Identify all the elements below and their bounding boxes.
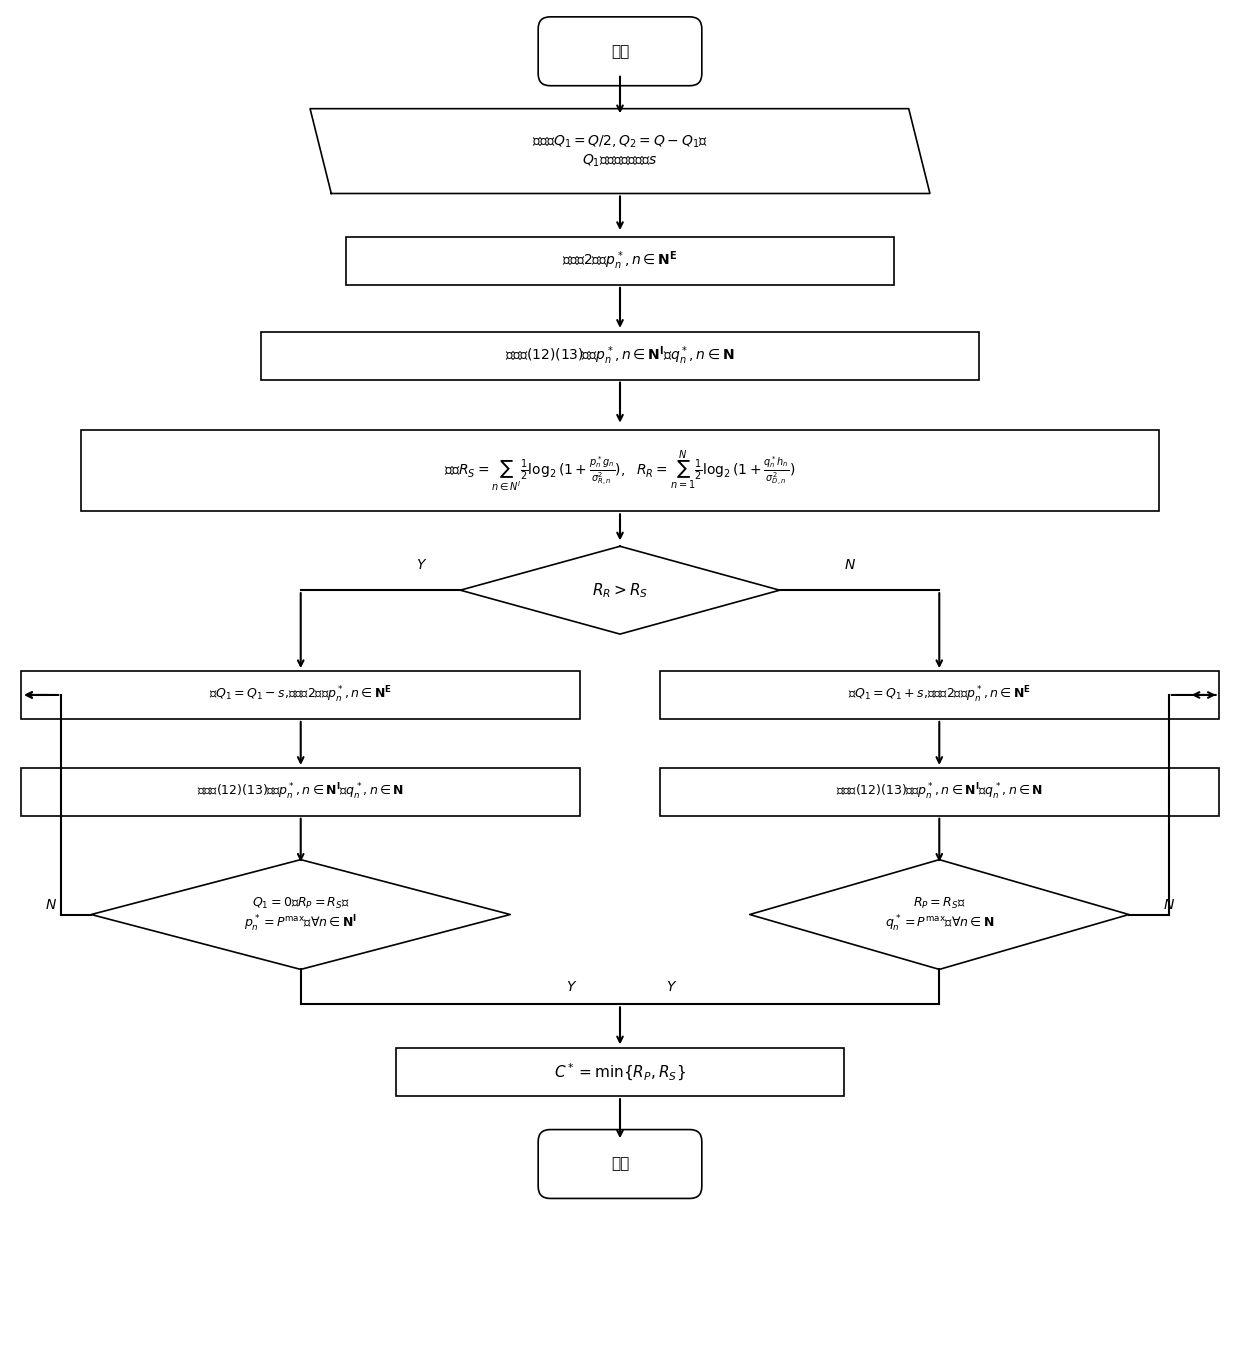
Text: $Q_1=0$或$R_P=R_S$或
$p_n^*=P^{\max}$对$\forall n\in\mathbf{N}^\mathbf{I}$: $Q_1=0$或$R_P=R_S$或 $p_n^*=P^{\max}$对$\fo… <box>244 895 357 933</box>
Text: 结束: 结束 <box>611 1156 629 1171</box>
Polygon shape <box>310 109 930 193</box>
Polygon shape <box>92 860 510 970</box>
Text: $R_R>R_S$: $R_R>R_S$ <box>591 581 649 600</box>
Polygon shape <box>750 860 1128 970</box>
Text: 由公式(12)(13)计算$p_n^*,n\in\mathbf{N}^\mathbf{I}$和$q_n^*,n\in\mathbf{N}$: 由公式(12)(13)计算$p_n^*,n\in\mathbf{N}^\math… <box>505 344 735 367</box>
Text: 由公式(12)(13)计算$p_n^*,n\in\mathbf{N}^\mathbf{I}$和$q_n^*,n\in\mathbf{N}$: 由公式(12)(13)计算$p_n^*,n\in\mathbf{N}^\math… <box>836 782 1043 802</box>
Bar <box>81 430 1159 511</box>
Bar <box>660 768 1219 816</box>
Text: Y: Y <box>565 981 574 994</box>
Text: Y: Y <box>417 558 424 573</box>
Bar <box>21 768 580 816</box>
Text: N: N <box>46 898 57 911</box>
Bar <box>660 670 1219 719</box>
Bar <box>21 670 580 719</box>
Bar <box>346 237 894 284</box>
Text: 令$Q_1=Q_1+s$,由准则2计算$p_n^*,n\in\mathbf{N}^\mathbf{E}$: 令$Q_1=Q_1+s$,由准则2计算$p_n^*,n\in\mathbf{N}… <box>848 685 1030 704</box>
Text: 令$Q_1=Q_1-s$,由准则2计算$p_n^*,n\in\mathbf{N}^\mathbf{E}$: 令$Q_1=Q_1-s$,由准则2计算$p_n^*,n\in\mathbf{N}… <box>210 685 392 704</box>
Text: 由准则2计算$p_n^*,n\in\mathbf{N}^\mathbf{E}$: 由准则2计算$p_n^*,n\in\mathbf{N}^\mathbf{E}$ <box>562 249 678 272</box>
Bar <box>260 332 980 379</box>
Text: $C^*=\min\{R_P,R_S\}$: $C^*=\min\{R_P,R_S\}$ <box>554 1062 686 1083</box>
Polygon shape <box>460 547 780 634</box>
FancyBboxPatch shape <box>538 16 702 86</box>
FancyBboxPatch shape <box>538 1130 702 1198</box>
Text: 初始化$Q_1=Q/2,Q_2=Q-Q_1$，
$Q_1$增减的最小步长$s$: 初始化$Q_1=Q/2,Q_2=Q-Q_1$， $Q_1$增减的最小步长$s$ <box>532 133 708 169</box>
Bar <box>396 1049 844 1096</box>
Text: $R_P=R_S$或
$q_n^*=P^{\max}$对$\forall n\in\mathbf{N}$: $R_P=R_S$或 $q_n^*=P^{\max}$对$\forall n\i… <box>884 895 994 933</box>
Text: Y: Y <box>666 981 675 994</box>
Text: N: N <box>1163 898 1174 911</box>
Text: N: N <box>844 558 854 573</box>
Text: 计算$R_S=\sum_{n\in N^I}\frac{1}{2}\log_2(1+\frac{p_n^*g_n}{\sigma_{R,n}^2}),\ \ R: 计算$R_S=\sum_{n\in N^I}\frac{1}{2}\log_2(… <box>444 449 796 492</box>
Text: 由公式(12)(13)计算$p_n^*,n\in\mathbf{N}^\mathbf{I}$和$q_n^*,n\in\mathbf{N}$: 由公式(12)(13)计算$p_n^*,n\in\mathbf{N}^\math… <box>197 782 404 802</box>
Text: 开始: 开始 <box>611 44 629 58</box>
